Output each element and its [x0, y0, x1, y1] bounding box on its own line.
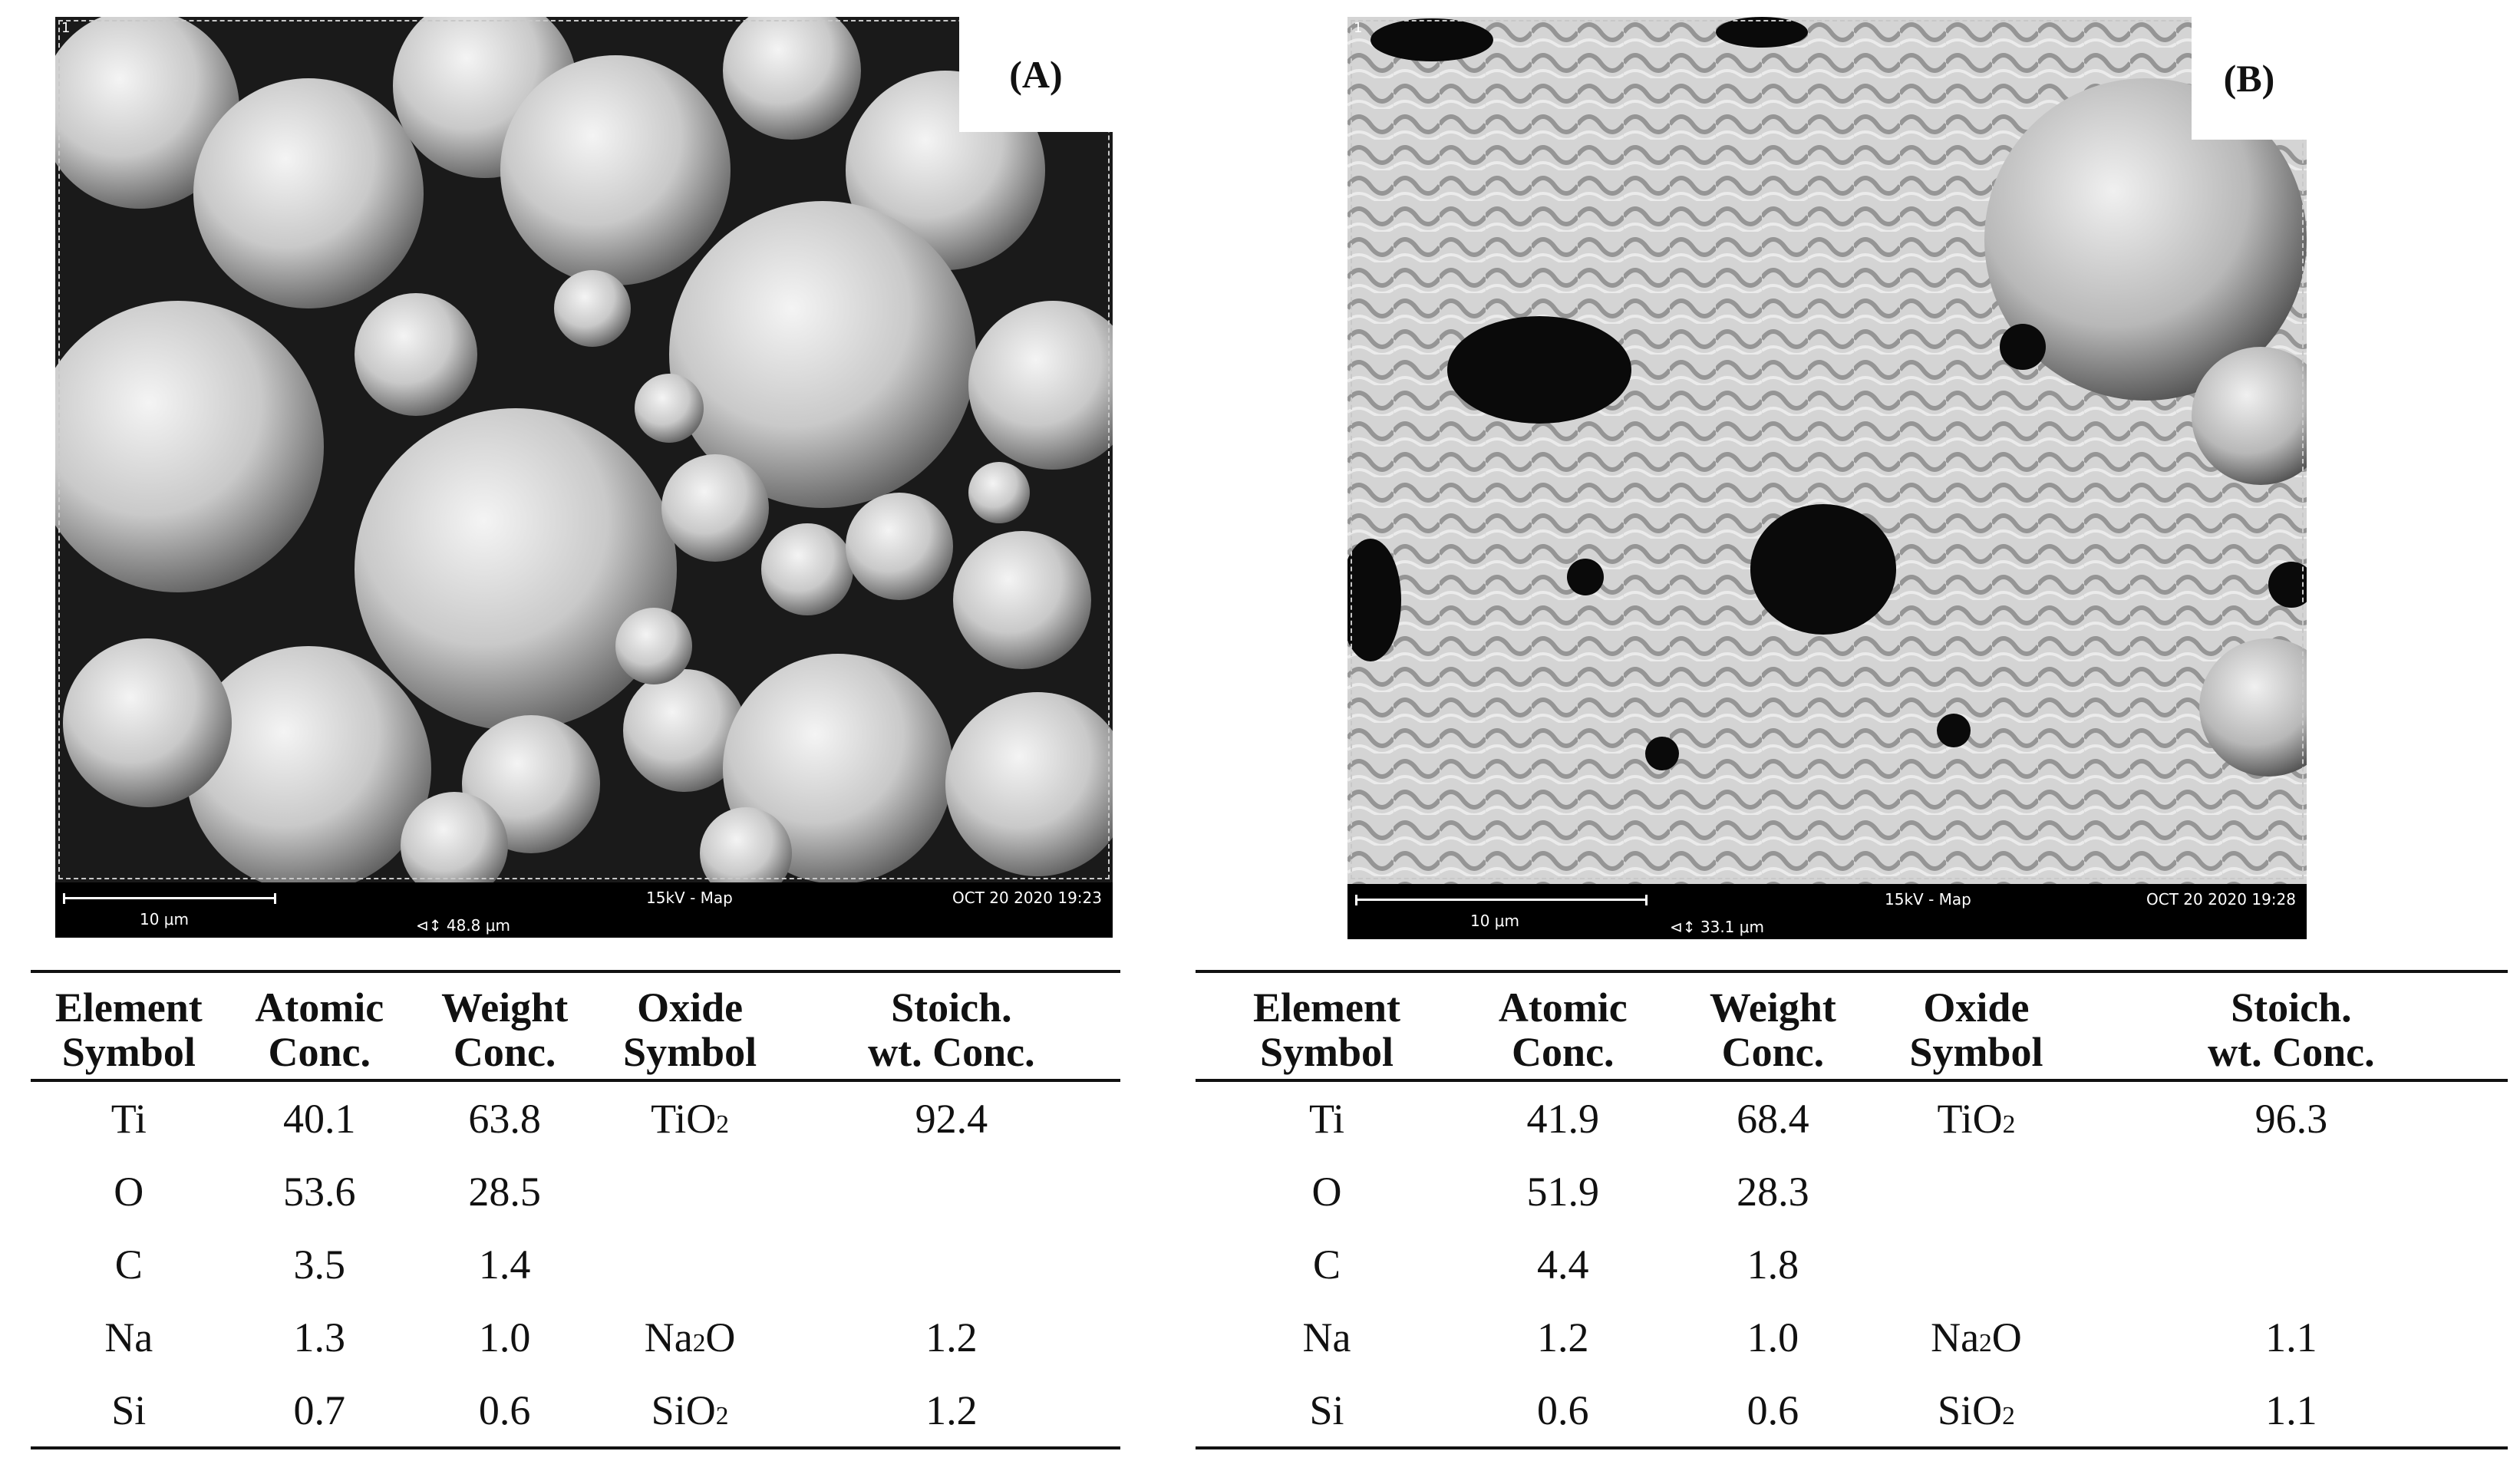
cell-weight: 1.8 — [1747, 1241, 1799, 1288]
header-stoich-wt-conc: Stoich. wt. Conc. — [2208, 984, 2375, 1075]
header-weight-conc: Weight Conc. — [441, 984, 569, 1075]
cell-element: O — [1311, 1168, 1342, 1215]
scale-bar-b — [1355, 895, 1648, 905]
cell-oxide — [597, 1155, 782, 1228]
cell-atomic: 0.7 — [293, 1387, 346, 1433]
cell-weight: 1.0 — [1747, 1314, 1799, 1360]
table-row: O 51.9 28.3 — [1196, 1155, 2508, 1228]
table-header-row: Element Symbol Atomic Conc. Weight Conc. Ox… — [1196, 971, 2508, 1080]
cell-element: O — [114, 1168, 144, 1215]
table-row: Na 1.2 1.0 Na2O 1.1 — [1196, 1301, 2508, 1374]
scale-bar-label-a: 10 μm — [140, 910, 190, 928]
cell-atomic: 40.1 — [283, 1095, 356, 1142]
header-atomic-conc: Atomic Conc. — [255, 984, 384, 1075]
sem-micrograph-b — [1347, 17, 2307, 884]
cell-oxide: TiO2 — [1937, 1095, 2016, 1142]
cell-stoich — [783, 1155, 1120, 1228]
table-row: Ti 40.1 63.8 TiO2 92.4 — [31, 1080, 1120, 1155]
cell-element: Ti — [110, 1095, 147, 1142]
cell-oxide: TiO2 — [651, 1095, 729, 1142]
cell-oxide: Na2O — [644, 1314, 736, 1360]
cell-weight: 1.0 — [478, 1314, 531, 1360]
cell-weight: 0.6 — [478, 1387, 531, 1433]
cell-atomic: 53.6 — [283, 1168, 356, 1215]
cell-atomic: 1.3 — [293, 1314, 346, 1360]
sem-image-b: 1 (B) 10 μm ⊲↕ 33.1 μm 15kV - Map OCT 20… — [1347, 17, 2307, 939]
voltage-mode-b: 15kV - Map — [1885, 890, 1971, 909]
eds-table-a: Element Symbol Atomic Conc. Weight Conc. Ox… — [31, 970, 1120, 1449]
cell-stoich — [783, 1228, 1120, 1301]
table-row: Na 1.3 1.0 Na2O 1.2 — [31, 1301, 1120, 1374]
corner-number-a: 1 — [61, 20, 71, 36]
cell-element: Ti — [1308, 1095, 1345, 1142]
header-stoich-wt-conc: Stoich. wt. Conc. — [868, 984, 1035, 1075]
header-oxide-symbol: Oxide Symbol — [623, 984, 757, 1075]
cell-oxide: SiO2 — [1938, 1387, 2015, 1433]
table-row: Si 0.7 0.6 SiO2 1.2 — [31, 1374, 1120, 1448]
cell-stoich: 1.1 — [2265, 1387, 2317, 1433]
table-row: C 4.4 1.8 — [1196, 1228, 2508, 1301]
cell-oxide: Na2O — [1931, 1314, 2022, 1360]
header-oxide-symbol: Oxide Symbol — [1909, 984, 2043, 1075]
header-weight-conc: Weight Conc. — [1709, 984, 1836, 1075]
scalebar-strip-a: 10 μm ⊲↕ 48.8 μm 15kV - Map OCT 20 2020 … — [55, 882, 1113, 938]
cell-element: Na — [104, 1314, 153, 1360]
table-header-row: Element Symbol Atomic Conc. Weight Conc. Ox… — [31, 971, 1120, 1080]
cell-stoich: 1.2 — [925, 1314, 978, 1360]
cell-element: Si — [111, 1387, 147, 1433]
scale-bar-label-b: 10 μm — [1470, 912, 1520, 930]
scale-bar-a — [63, 893, 276, 904]
cell-weight: 28.3 — [1737, 1168, 1809, 1215]
field-of-view-a: ⊲↕ 48.8 μm — [416, 916, 510, 935]
cell-oxide: SiO2 — [651, 1387, 729, 1433]
cell-atomic: 1.2 — [1537, 1314, 1589, 1360]
field-of-view-b: ⊲↕ 33.1 μm — [1670, 918, 1764, 936]
cell-stoich — [2075, 1155, 2508, 1228]
sem-image-a: 1 (A) 10 μm ⊲↕ 48.8 μm 15kV - Map OCT 20… — [55, 17, 1113, 938]
cell-stoich: 92.4 — [915, 1095, 988, 1142]
cell-oxide — [1878, 1228, 2075, 1301]
cell-element: Na — [1302, 1314, 1351, 1360]
table-row: C 3.5 1.4 — [31, 1228, 1120, 1301]
cell-atomic: 4.4 — [1537, 1241, 1589, 1288]
table-row: Ti 41.9 68.4 TiO2 96.3 — [1196, 1080, 2508, 1155]
cell-weight: 0.6 — [1747, 1387, 1799, 1433]
panel-b: 1 (B) 10 μm ⊲↕ 33.1 μm 15kV - Map OCT 20… — [1347, 17, 2307, 939]
voltage-mode-a: 15kV - Map — [646, 889, 733, 907]
fov-value-b: 33.1 μm — [1700, 918, 1764, 936]
cell-element: C — [114, 1241, 143, 1288]
cell-weight: 68.4 — [1737, 1095, 1809, 1142]
cell-element: C — [1312, 1241, 1341, 1288]
cell-stoich: 1.2 — [925, 1387, 978, 1433]
panel-a: 1 (A) 10 μm ⊲↕ 48.8 μm 15kV - Map OCT 20… — [55, 17, 1113, 938]
timestamp-a: OCT 20 2020 19:23 — [952, 889, 1102, 907]
header-atomic-conc: Atomic Conc. — [1498, 984, 1628, 1075]
header-element-symbol: Element Symbol — [54, 984, 203, 1075]
cell-atomic: 0.6 — [1537, 1387, 1589, 1433]
panel-label-a: (A) — [959, 17, 1113, 132]
header-element-symbol: Element Symbol — [1253, 984, 1400, 1075]
cell-weight: 1.4 — [478, 1241, 531, 1288]
corner-number-b: 1 — [1354, 20, 1363, 36]
eds-table-b: Element Symbol Atomic Conc. Weight Conc. Ox… — [1196, 970, 2508, 1449]
scalebar-strip-b: 10 μm ⊲↕ 33.1 μm 15kV - Map OCT 20 2020 … — [1347, 884, 2307, 939]
cell-stoich: 96.3 — [2254, 1095, 2328, 1142]
cell-stoich: 1.1 — [2265, 1314, 2317, 1360]
panel-label-b: (B) — [2192, 17, 2307, 140]
cell-oxide — [1878, 1155, 2075, 1228]
cell-stoich — [2075, 1228, 2508, 1301]
fov-value-a: 48.8 μm — [446, 916, 510, 935]
table-row: Si 0.6 0.6 SiO2 1.1 — [1196, 1374, 2508, 1448]
cell-weight: 63.8 — [468, 1095, 541, 1142]
sem-micrograph-a — [55, 17, 1113, 884]
cell-atomic: 41.9 — [1526, 1095, 1600, 1142]
cell-atomic: 51.9 — [1526, 1168, 1600, 1215]
cell-atomic: 3.5 — [293, 1241, 346, 1288]
cell-element: Si — [1309, 1387, 1344, 1433]
timestamp-b: OCT 20 2020 19:28 — [2146, 890, 2296, 909]
cell-weight: 28.5 — [468, 1168, 541, 1215]
cell-oxide — [597, 1228, 782, 1301]
table-row: O 53.6 28.5 — [31, 1155, 1120, 1228]
